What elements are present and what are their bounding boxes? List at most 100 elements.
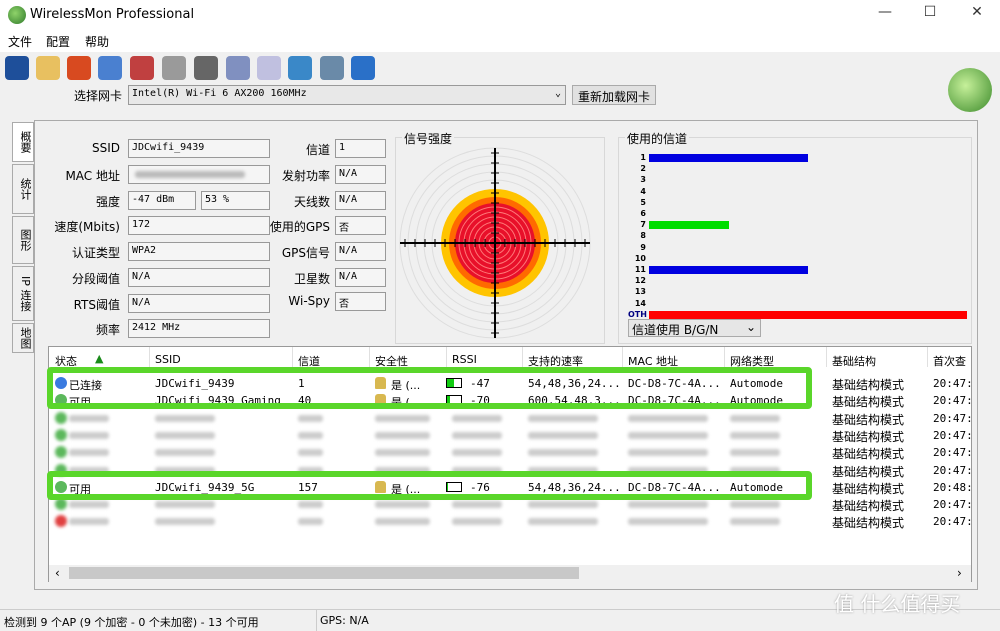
channel-mode-select[interactable]: 信道使用 B/G/N ⌄ [628,319,761,337]
redacted-cell [375,449,430,457]
speed-label: 速度(Mbits) [54,220,120,234]
cell-first-seen: 20:47: [933,411,973,425]
table-row[interactable]: 可用 JDCwifi_9439_5G 157 是 (... -76 54,48,36,24… [49,479,973,496]
redacted-cell [155,518,215,526]
column-header[interactable]: MAC 地址 [628,355,678,368]
column-header[interactable]: 信道 [298,355,320,368]
frag-field: N/A [128,268,270,287]
clipboard-icon[interactable] [257,56,281,80]
column-header[interactable]: 基础结构 [832,355,876,368]
cell-infra: 基础结构模式 [832,412,905,427]
channel-label: 7 [640,220,646,230]
redacted-cell [155,466,215,474]
info-icon[interactable] [320,56,344,80]
open-folder-icon[interactable] [36,56,60,80]
highlight-box [47,471,812,500]
menu-help[interactable]: 帮助 [85,35,110,49]
cell-ssid: JDCwifi_9439 [155,377,235,390]
close-button[interactable]: ✕ [971,4,983,20]
app-logo-icon [948,68,992,112]
channel-label: 3 [640,175,646,185]
scroll-left-icon[interactable]: ‹ [55,566,60,580]
ssid-label: SSID [91,141,120,155]
column-header[interactable]: 状态 [55,355,77,368]
table-row[interactable]: 基础结构模式 20:47: [49,513,973,530]
channel-label: 5 [640,197,646,207]
column-header[interactable]: 支持的速率 [528,355,583,368]
check-doc-icon[interactable] [226,56,250,80]
redacted-cell [69,466,109,474]
redacted-cell [628,414,708,422]
cell-type: Automode [730,377,783,390]
save-icon[interactable] [5,56,29,80]
redacted-cell [730,518,780,526]
strength_dbm-label: 强度 [95,195,120,209]
column-divider[interactable] [724,347,725,367]
target-icon[interactable] [67,56,91,80]
table-row[interactable]: 基础结构模式 20:47: [49,444,973,461]
signal-radar [399,147,591,339]
table-row[interactable]: 基础结构模式 20:47: [49,427,973,444]
menu-file[interactable]: 文件 [8,35,33,49]
adapter-select[interactable]: Intel(R) Wi-Fi 6 AX200 160MHz ⌄ [128,85,566,105]
help-icon[interactable] [351,56,375,80]
title-bar [0,0,1000,30]
tab-2[interactable]: 图形 [12,216,34,264]
column-divider[interactable] [446,347,447,367]
column-header[interactable]: 安全性 [375,355,408,368]
table-row[interactable]: 基础结构模式 20:47: [49,410,973,427]
print-icon[interactable] [194,56,218,80]
menu-config[interactable]: 配置 [46,35,71,49]
status-dot-icon [55,515,67,528]
redacted-cell [628,466,708,474]
tab-3[interactable]: IP 连接 [12,266,34,321]
menu-bar [0,30,1000,52]
table-row[interactable]: 基础结构模式 20:47: [49,496,973,513]
horizontal-scrollbar[interactable]: ‹ › [49,565,971,582]
column-header[interactable]: RSSI [452,353,477,366]
scroll-right-icon[interactable]: › [957,566,962,580]
disconnect-icon[interactable] [130,56,154,80]
reload-adapter-button[interactable]: 重新加载网卡 [572,85,656,105]
cell-rssi: -76 [470,480,490,494]
table-row[interactable]: 已连接 JDCwifi_9439 1 是 (... -47 54,48,36,24... D… [49,375,973,392]
column-divider[interactable] [522,347,523,367]
cell-first-seen: 20:47: [933,515,973,529]
play-log-icon[interactable] [162,56,186,80]
scrollbar-thumb[interactable] [69,567,579,579]
column-divider[interactable] [927,347,928,367]
cell-infra: 基础结构模式 [832,378,905,392]
column-header[interactable]: 首次查 [933,355,966,368]
column-divider[interactable] [292,347,293,367]
tab-0[interactable]: 概要 [12,122,34,162]
redacted-cell [628,501,708,509]
adapter-value: Intel(R) Wi-Fi 6 AX200 160MHz [132,88,307,99]
cell-infra: 基础结构模式 [832,481,905,496]
txpower-label: 发射功率 [281,169,330,183]
minimize-button[interactable]: — [878,4,892,20]
ap-list[interactable]: 状态 SSID 信道 安全性 RSSI 支持的速率 MAC 地址 网络类型 基础结构 首次查 ▲ 已连… [47,346,973,582]
connect-icon[interactable] [98,56,122,80]
cell-rates: 54,48,36,24... [528,480,621,494]
cell-rates: 54,48,36,24... [528,377,621,390]
redacted-cell [452,518,502,526]
maximize-button[interactable]: ☐ [923,4,937,20]
sort-asc-icon[interactable]: ▲ [95,352,104,365]
channel-label: 10 [634,253,646,263]
ap-summary: 检测到 9 个AP (9 个加密 - 0 个未加密) - 13 个可用 [4,616,259,629]
redacted-cell [375,431,430,439]
column-divider[interactable] [369,347,370,367]
column-divider[interactable] [622,347,623,367]
redacted-cell [528,466,598,474]
table-row[interactable]: 基础结构模式 20:47: [49,462,973,479]
column-header[interactable]: 网络类型 [730,355,774,368]
tab-1[interactable]: 统计 [12,164,34,214]
column-divider[interactable] [149,347,150,367]
tab-4[interactable]: 地图 [12,323,34,353]
channel-bar-OTH [649,310,967,319]
cell-first-seen: 20:48: [933,480,973,494]
column-header[interactable]: SSID [155,353,181,366]
globe-icon[interactable] [288,56,312,80]
column-divider[interactable] [826,347,827,367]
channel-label: 1 [640,153,646,162]
